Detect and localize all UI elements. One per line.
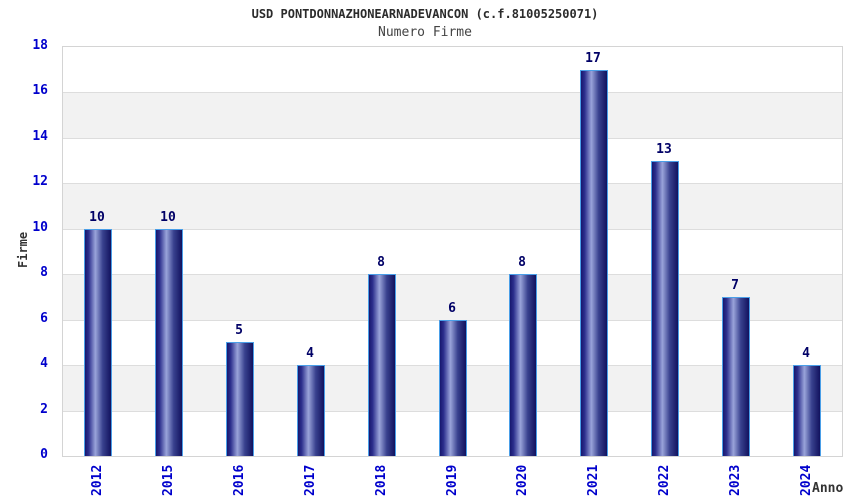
y-tick-label: 8	[40, 265, 48, 281]
x-tick-label: 2015	[161, 464, 176, 496]
bar-2019	[439, 320, 467, 456]
gridline	[63, 183, 842, 184]
bar-value-label: 4	[802, 346, 810, 361]
y-tick-label: 6	[40, 310, 48, 326]
y-tick-label: 0	[40, 447, 48, 462]
y-tick-label: 2	[40, 401, 48, 417]
bar-2021	[580, 70, 608, 456]
bar-value-label: 10	[160, 210, 176, 225]
bar-2023	[722, 297, 750, 456]
bar-value-label: 5	[235, 323, 243, 338]
bar-2016	[226, 342, 254, 456]
y-tick-label: 18	[32, 38, 48, 53]
gridline	[63, 229, 842, 230]
y-tick-label: 4	[40, 356, 48, 372]
y-tick-label: 12	[32, 174, 48, 190]
x-axis-title: Anno	[812, 481, 844, 496]
x-tick-label: 2023	[728, 464, 743, 496]
gridline	[63, 274, 842, 275]
grid-band	[63, 92, 842, 138]
y-tick-label: 10	[32, 219, 48, 235]
gridline	[63, 138, 842, 139]
bar-value-label: 4	[306, 346, 314, 361]
bar-value-label: 17	[585, 51, 601, 66]
x-tick-label: 2018	[374, 464, 389, 496]
bar-value-label: 6	[448, 301, 456, 316]
bar-2020	[509, 274, 537, 456]
x-tick-label: 2017	[303, 464, 318, 496]
bar-2017	[297, 365, 325, 456]
bar-value-label: 8	[518, 255, 526, 270]
bar-value-label: 10	[89, 210, 105, 225]
gridline	[63, 92, 842, 93]
bar-2022	[651, 161, 679, 456]
bar-value-label: 13	[656, 142, 672, 157]
y-tick-label: 14	[32, 128, 48, 144]
bar-value-label: 7	[731, 278, 739, 293]
x-tick-label: 2020	[515, 464, 530, 496]
grid-band	[63, 183, 842, 229]
x-tick-label: 2019	[445, 464, 460, 496]
bar-2012	[84, 229, 112, 456]
x-tick-label: 2021	[586, 464, 601, 496]
y-axis-title: Firme	[16, 231, 30, 268]
x-tick-label: 2016	[232, 464, 247, 496]
chart-title: USD PONTDONNAZHONEARNADEVANCON (c.f.8100…	[251, 7, 599, 21]
grid-band	[63, 274, 842, 320]
x-tick-label: 2022	[657, 464, 672, 496]
y-tick-label: 16	[32, 83, 48, 99]
bar-2018	[368, 274, 396, 456]
chart-subtitle: Numero Firme	[378, 25, 472, 40]
bar-2015	[155, 229, 183, 456]
bar-2024	[793, 365, 821, 456]
x-tick-label: 2012	[90, 464, 105, 496]
plot-area	[62, 46, 843, 457]
bar-value-label: 8	[377, 255, 385, 270]
